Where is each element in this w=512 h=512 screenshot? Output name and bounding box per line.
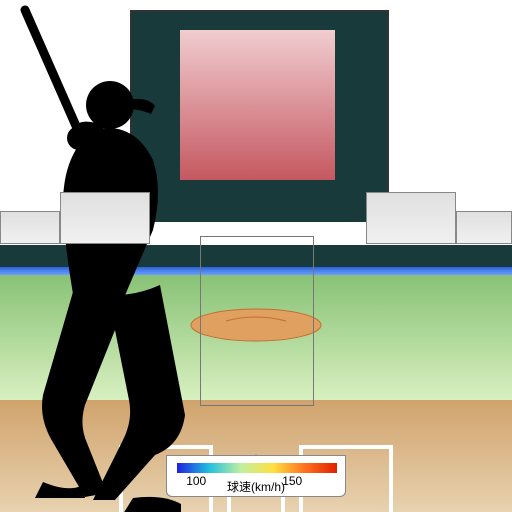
stand-section: [456, 211, 512, 244]
stand-section: [366, 192, 456, 244]
batter-silhouette: [0, 0, 512, 512]
stand-section: [60, 192, 150, 244]
stand-section: [0, 211, 60, 244]
pitch-location-chart: 100 150 球速(km/h): [0, 0, 512, 512]
